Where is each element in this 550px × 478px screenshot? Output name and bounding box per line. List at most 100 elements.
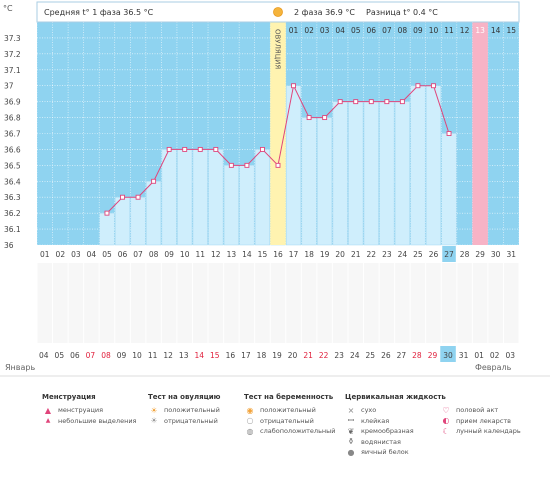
legend-label: половой акт xyxy=(456,406,499,415)
temperature-bar xyxy=(441,133,457,246)
x-tick-label: 01 xyxy=(40,250,50,259)
temperature-bar xyxy=(161,149,177,246)
circle-positive-icon: ◉ xyxy=(246,405,254,415)
y-tick-label: 36.8 xyxy=(4,114,21,123)
x-tick-label: 20 xyxy=(335,250,345,259)
calendar-date-label: 13 xyxy=(179,351,189,360)
phase2-day-label: 07 xyxy=(382,26,392,35)
temperature-point xyxy=(135,194,141,200)
temperature-bar xyxy=(363,101,379,246)
legend-item: ▲ небольшие выделения xyxy=(42,416,137,427)
x-tick-label: 08 xyxy=(149,250,159,259)
phase2-day-label: 05 xyxy=(351,26,361,35)
legend-label: кремообразная xyxy=(361,427,414,436)
legend-item: ❦ кремообразная xyxy=(345,426,446,437)
legend-item: ▲ менструация xyxy=(42,405,136,416)
calendar-date-label: 01 xyxy=(474,351,484,360)
ovulation-sun-icon xyxy=(273,7,283,17)
temperature-point xyxy=(182,146,188,152)
calendar-date-label: 06 xyxy=(70,351,80,360)
x-tick-label: 11 xyxy=(195,250,205,259)
x-tick-label: 21 xyxy=(351,250,361,259)
calendar-date-label: 14 xyxy=(194,351,204,360)
temperature-point xyxy=(446,131,452,136)
legend-label: отрицательный xyxy=(164,416,218,425)
temperature-bar xyxy=(146,181,162,246)
phase2-day-label: 06 xyxy=(367,26,377,35)
x-tick-label: 22 xyxy=(367,250,377,259)
temperature-bar xyxy=(425,85,442,246)
legend-item: ☀ отрицательный xyxy=(148,416,221,427)
x-tick-label: 07 xyxy=(133,250,143,259)
temperature-bar xyxy=(301,117,317,246)
x-tick-label: 10 xyxy=(180,250,190,259)
calendar-date-label: 09 xyxy=(117,351,127,360)
temperature-point xyxy=(275,162,281,168)
temperature-bar xyxy=(177,149,193,246)
legend-label: небольшие выделения xyxy=(58,416,137,425)
calendar-area xyxy=(37,263,519,343)
calendar-date-label: 30 xyxy=(443,351,453,360)
phase2-day-label: 04 xyxy=(335,26,345,35)
phase2-day-label: 15 xyxy=(506,26,516,35)
sun-negative-icon: ☀ xyxy=(150,416,158,426)
y-tick-label: 36.3 xyxy=(4,193,21,202)
calendar-date-label: 27 xyxy=(397,351,407,360)
sticky-icon: ꟷ xyxy=(347,416,355,426)
temperature-point xyxy=(306,115,312,121)
calendar-date-label: 08 xyxy=(101,351,111,360)
x-tick-label: 23 xyxy=(382,250,392,259)
temperature-point xyxy=(244,162,250,168)
temperature-point xyxy=(399,99,405,105)
temperature-bar xyxy=(192,149,208,246)
legend-label: положительный xyxy=(164,406,220,415)
month-left-label: Январь xyxy=(5,363,36,372)
temperature-point xyxy=(197,146,203,152)
temperature-point xyxy=(337,99,343,105)
x-tick-label: 16 xyxy=(273,250,283,259)
legend-item: ☀ положительный xyxy=(148,405,221,416)
legend-item: ◍ слабоположительный xyxy=(244,426,336,437)
x-tick-label: 30 xyxy=(491,250,501,259)
egg-white-icon: ● xyxy=(347,447,355,457)
ovulation-label: ОВУЛЯЦИЯ xyxy=(274,29,282,69)
x-tick-label: 03 xyxy=(71,250,81,259)
legend-label: слабоположительный xyxy=(260,427,336,436)
calendar-date-label: 16 xyxy=(226,351,236,360)
calendar-date-label: 24 xyxy=(350,351,360,360)
temperature-bar xyxy=(208,149,224,246)
drop-icon: ▲ xyxy=(44,405,52,415)
bbt-chart: ОВУЛЯЦИЯ 37.3 37.2 37.1 37 36.9 36.8 36.7 36.6 3… xyxy=(0,1,550,377)
calendar-date-label: 12 xyxy=(163,351,173,360)
legend-pregnancy-test: Тест на беременность ◉ положительный ○ отр… xyxy=(244,393,336,437)
month-right-label: Февраль xyxy=(475,363,512,372)
x-tick-label: 29 xyxy=(475,250,485,259)
temperature-point xyxy=(213,146,219,152)
x-tick-label: 15 xyxy=(258,250,268,259)
phase2-day-label: 11 xyxy=(444,26,454,35)
sun-positive-icon: ☀ xyxy=(150,405,158,415)
phase2-day-label: 01 xyxy=(289,26,299,35)
calendar-date-label: 25 xyxy=(366,351,376,360)
x-tick-label: 27 xyxy=(444,250,454,259)
y-tick-label: 36.2 xyxy=(4,209,21,218)
y-tick-label: 36.6 xyxy=(4,145,21,154)
temperature-bar xyxy=(379,101,395,246)
temperature-bar xyxy=(223,165,239,246)
calendar-date-label: 11 xyxy=(148,351,158,360)
legend-item: ○ отрицательный xyxy=(244,416,336,427)
temperature-bar xyxy=(317,117,333,246)
legend-title: Менструация xyxy=(42,393,96,401)
circle-negative-icon: ○ xyxy=(246,416,254,426)
x-tick-label: 14 xyxy=(242,250,252,259)
legend-other: ♡ половой акт ◐ прием лекарств ☾ лунный кал… xyxy=(440,393,520,437)
calendar-date-label: 03 xyxy=(505,351,515,360)
calendar-date-label: 26 xyxy=(381,351,391,360)
temperature-point xyxy=(353,99,359,105)
temperature-bar xyxy=(348,101,364,246)
y-tick-label: 36.9 xyxy=(4,98,21,107)
calendar-date-label: 18 xyxy=(257,351,267,360)
calendar-date-label: 02 xyxy=(490,351,500,360)
calendar-date-label: 28 xyxy=(412,351,422,360)
temperature-point xyxy=(431,83,436,89)
